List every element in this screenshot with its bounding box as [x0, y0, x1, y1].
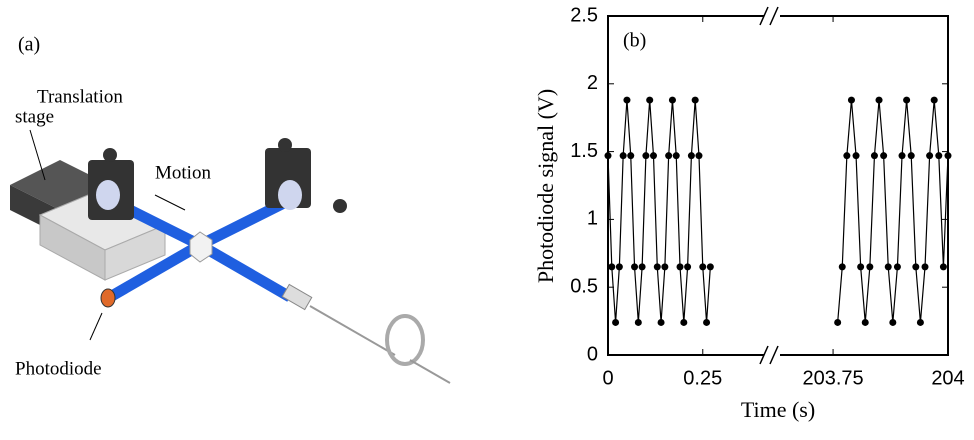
fiber-coil: [385, 314, 425, 366]
data-point: [843, 152, 851, 160]
y-tick-label: 1.5: [570, 140, 598, 162]
data-point: [634, 318, 642, 326]
arrow: [29, 129, 46, 181]
data-point: [608, 263, 616, 271]
knob: [103, 148, 117, 162]
y-tick-label: 0: [587, 343, 598, 365]
fiber: [309, 305, 396, 356]
data-point: [631, 263, 639, 271]
data-point: [642, 152, 650, 160]
knob: [278, 138, 292, 152]
plot-frame: [607, 15, 949, 356]
data-point: [699, 263, 707, 271]
data-point: [889, 318, 897, 326]
data-point: [668, 96, 676, 104]
data-point: [657, 318, 665, 326]
stage-label: stage: [15, 106, 54, 127]
x-tick-label: 204: [931, 367, 964, 389]
data-point: [703, 318, 711, 326]
photodiode-icon: [100, 288, 116, 308]
data-point: [866, 263, 874, 271]
data-point: [706, 263, 714, 271]
data-point: [912, 263, 920, 271]
data-line: [837, 100, 949, 323]
data-point: [680, 318, 688, 326]
data-point: [612, 318, 620, 326]
arrow: [89, 312, 103, 341]
data-point: [939, 263, 947, 271]
data-point: [604, 152, 612, 160]
data-point: [944, 152, 952, 160]
data-point: [880, 152, 888, 160]
beam: [197, 240, 293, 302]
x-tick-label: 0: [602, 367, 613, 389]
mirror: [278, 180, 302, 210]
data-point: [649, 152, 657, 160]
x-tick-label: 203.75: [802, 367, 863, 389]
data-point: [857, 263, 865, 271]
beam: [107, 240, 203, 302]
mirror: [96, 180, 120, 210]
data-point: [921, 263, 929, 271]
y-axis-label: Photodiode signal (V): [533, 89, 558, 283]
data-point: [935, 152, 943, 160]
panel-label: (a): [18, 34, 40, 56]
fiber-coupler: [281, 283, 313, 311]
beam-splitter: [189, 231, 213, 263]
data-point: [926, 152, 934, 160]
stage-base-front: [104, 224, 166, 281]
data-point: [898, 152, 906, 160]
y-tick-label: 0.5: [570, 275, 598, 297]
data-point: [695, 152, 703, 160]
data-point: [623, 96, 631, 104]
data-point: [838, 263, 846, 271]
data-point: [907, 152, 915, 160]
data-point: [653, 263, 661, 271]
data-point: [875, 96, 883, 104]
x-tick-label: 0.25: [683, 367, 722, 389]
data-point: [834, 318, 842, 326]
data-point: [672, 152, 680, 160]
data-point: [638, 263, 646, 271]
data-point: [847, 96, 855, 104]
axis-break-mark: [759, 6, 779, 365]
y-tick-label: 2.5: [570, 4, 598, 26]
data-point: [619, 152, 627, 160]
data-point: [861, 318, 869, 326]
data-line: [607, 100, 711, 323]
x-axis-label: Time (s): [741, 397, 815, 422]
data-point: [903, 96, 911, 104]
data-point: [870, 152, 878, 160]
data-point: [646, 96, 654, 104]
data-point: [684, 263, 692, 271]
data-point: [691, 96, 699, 104]
data-point: [930, 96, 938, 104]
motion-label: Motion: [155, 162, 211, 183]
motion-arrow: [154, 194, 186, 211]
y-tick-label: 2: [587, 72, 598, 94]
data-point: [661, 263, 669, 271]
photodiode-label: Photodiode: [15, 358, 102, 379]
data-point: [916, 318, 924, 326]
data-point: [884, 263, 892, 271]
data-point: [665, 152, 673, 160]
setup-diagram: (a) Translation stage Motion Photo: [10, 34, 451, 384]
panel-label: (b): [623, 30, 646, 52]
data-point: [852, 152, 860, 160]
data-point: [687, 152, 695, 160]
data-point: [676, 263, 684, 271]
y-tick-label: 1: [587, 208, 598, 230]
fiber: [409, 359, 451, 384]
data-point: [627, 152, 635, 160]
knob: [333, 199, 347, 213]
data-point: [893, 263, 901, 271]
stage-label: Translation: [37, 86, 123, 107]
data-point: [615, 263, 623, 271]
